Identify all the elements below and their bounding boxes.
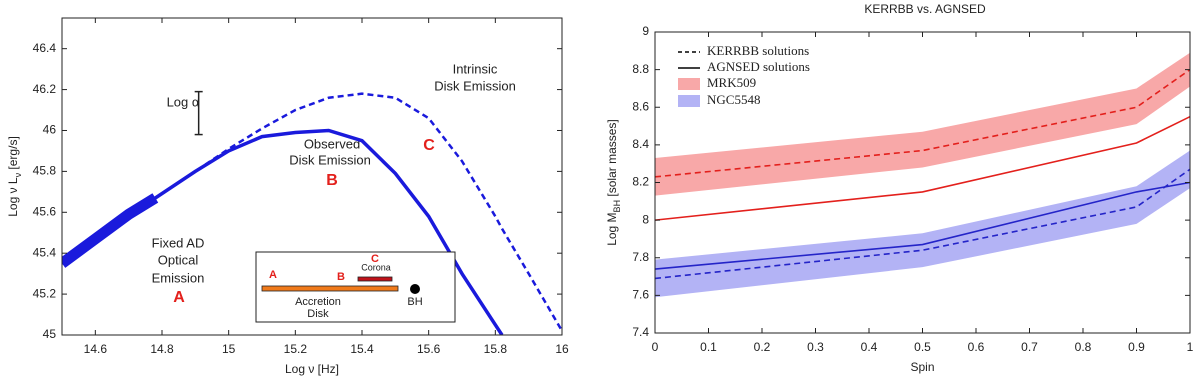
annotation: B: [326, 172, 338, 189]
annotation: Optical: [158, 252, 199, 267]
band: [655, 150, 1190, 298]
bh-dot: [410, 284, 420, 294]
y-tick-label: 46.2: [33, 82, 57, 96]
y-axis-label-part: BH: [612, 200, 622, 213]
annotation: Disk Emission: [434, 78, 516, 93]
series-line: [655, 115, 1190, 221]
y-tick-label: 7.8: [632, 250, 649, 264]
y-tick-label: 46: [43, 123, 57, 137]
annotation: C: [423, 137, 435, 154]
inset: A B C Corona Accretion Disk BH: [255, 251, 456, 323]
series-line: [655, 68, 1190, 178]
y-tick-label: 8.2: [632, 175, 649, 189]
x-tick-label: 0.5: [914, 340, 931, 354]
y-tick-label: 9: [642, 24, 649, 38]
legend-label: MRK509: [707, 75, 756, 90]
y-tick-label: 7.6: [632, 288, 649, 302]
x-axis-label: Log ν [Hz]: [285, 362, 339, 376]
inset-label: BH: [407, 296, 422, 308]
y-tick-label: 45.6: [33, 204, 57, 218]
x-axis-label: Spin: [910, 360, 934, 374]
disk-bar: [261, 285, 399, 292]
legend-swatch: [678, 78, 700, 90]
x-tick-label: 16: [555, 342, 569, 356]
y-tick-label: 8.4: [632, 137, 649, 151]
annotation: A: [173, 289, 185, 306]
y-axis-label-part: Log ν L: [6, 177, 20, 217]
inset-label: C: [371, 253, 379, 265]
x-tick-label: 0.1: [700, 340, 717, 354]
y-axis-label-part: ν: [13, 172, 23, 177]
y-axis-label: Log ν Lν [erg/s]: [6, 136, 23, 217]
y-axis-label-part: Log M: [605, 212, 619, 245]
y-tick-label: 45.2: [33, 286, 57, 300]
x-tick-label: 15.6: [417, 342, 441, 356]
series-line: [154, 92, 562, 332]
x-tick-label: 15: [222, 342, 236, 356]
x-tick-label: 0.6: [968, 340, 985, 354]
x-tick-label: 15.2: [284, 342, 308, 356]
inset-label: Disk: [307, 308, 329, 320]
legend-swatch: [678, 95, 700, 107]
plot-frame: [61, 17, 563, 336]
annotation: Disk Emission: [289, 152, 371, 167]
legend-label: AGNSED solutions: [707, 59, 810, 74]
annotation: Fixed AD: [152, 235, 205, 250]
x-tick-label: 14.8: [150, 342, 174, 356]
annotation: Intrinsic: [453, 61, 498, 76]
y-axis-label-part: [erg/s]: [6, 136, 20, 173]
series-line: [62, 193, 159, 268]
x-tick-label: 1: [1187, 340, 1194, 354]
band: [655, 52, 1190, 196]
annotation: Emission: [152, 270, 205, 285]
y-tick-label: 45: [43, 327, 57, 341]
series-line: [655, 168, 1190, 280]
y-axis-label: Log MBH [solar masses]: [605, 119, 622, 246]
y-tick-label: 46.4: [33, 41, 57, 55]
series-line: [655, 181, 1190, 270]
inset-label: A: [269, 269, 277, 281]
inset-label: Accretion: [295, 296, 341, 308]
corona-bar: [357, 276, 393, 282]
x-tick-label: 0.7: [1021, 340, 1038, 354]
x-tick-label: 0.9: [1128, 340, 1145, 354]
x-tick-label: 0.2: [754, 340, 771, 354]
x-tick-label: 15.8: [484, 342, 508, 356]
x-tick-label: 14.6: [84, 342, 108, 356]
x-tick-label: 0: [652, 340, 659, 354]
legend-label: NGC5548: [707, 92, 760, 107]
x-tick-label: 0.4: [861, 340, 878, 354]
y-tick-label: 8.6: [632, 99, 649, 113]
x-tick-label: 0.8: [1075, 340, 1092, 354]
annotation: Observed: [304, 136, 360, 151]
y-tick-label: 8: [642, 212, 649, 226]
x-tick-label: 0.3: [807, 340, 824, 354]
inset-label: Corona: [361, 262, 391, 272]
y-tick-label: 45.4: [33, 245, 57, 259]
chart-title: KERRBB vs. AGNSED: [864, 2, 986, 16]
annotation: Log α: [167, 94, 200, 109]
y-axis-label-part: [solar masses]: [605, 119, 619, 200]
inset-label: B: [337, 271, 345, 283]
y-tick-label: 7.4: [632, 325, 649, 339]
y-tick-label: 8.8: [632, 62, 649, 76]
legend-label: KERRBB solutions: [707, 43, 809, 58]
y-tick-label: 45.8: [33, 164, 57, 178]
x-tick-label: 15.4: [350, 342, 374, 356]
